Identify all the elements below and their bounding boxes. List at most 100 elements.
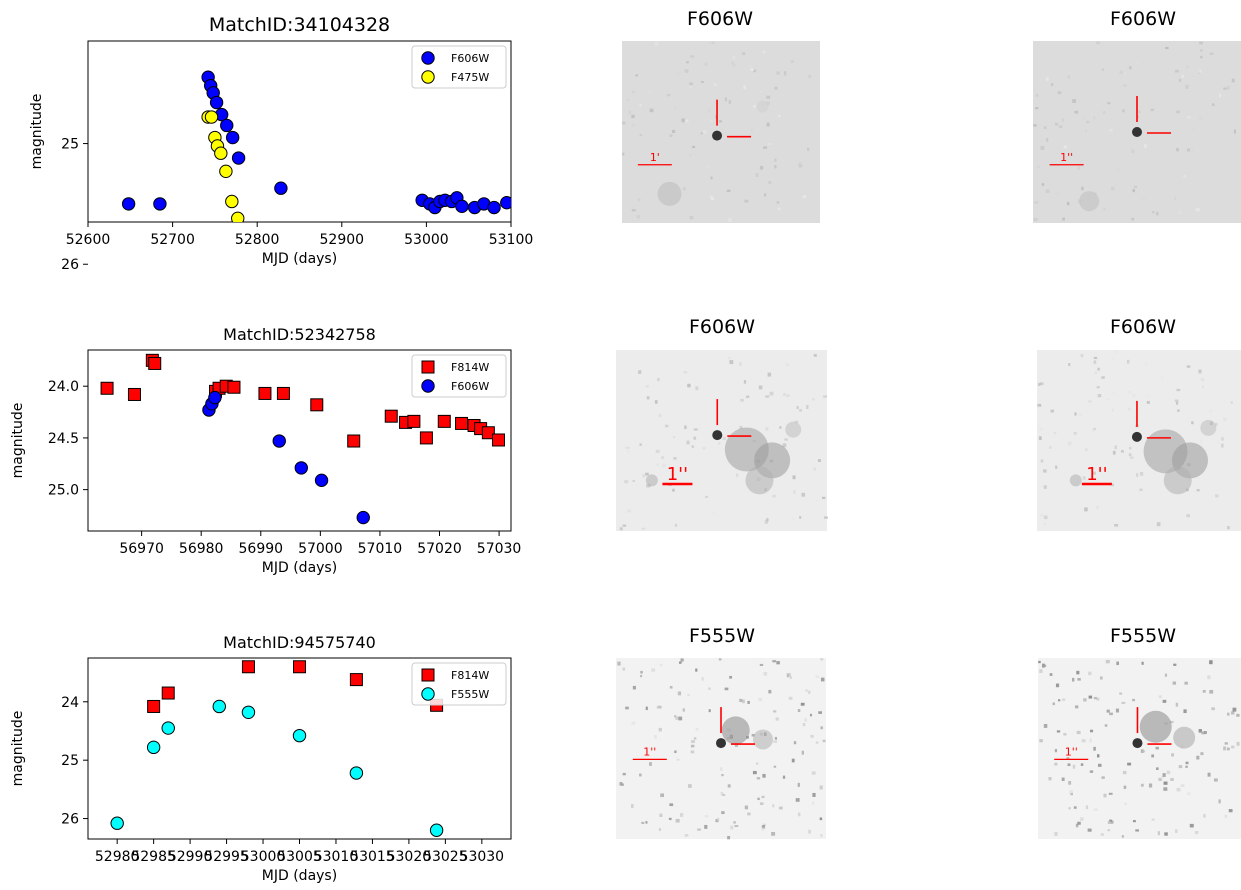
- noise-speck: [661, 456, 665, 459]
- noise-speck: [1073, 806, 1077, 809]
- noise-speck: [1096, 386, 1100, 389]
- noise-speck: [1093, 808, 1098, 811]
- noise-speck: [1232, 707, 1237, 712]
- noise-speck: [1186, 116, 1191, 119]
- noise-speck: [682, 708, 685, 712]
- data-point-f475w: [154, 260, 166, 272]
- x-tick-label: 56990: [239, 541, 284, 557]
- noise-speck: [632, 91, 636, 94]
- image-stamp-4: F606W 1'': [1037, 316, 1241, 531]
- noise-speck: [1221, 437, 1224, 441]
- noise-speck: [718, 442, 721, 445]
- noise-speck: [672, 129, 676, 133]
- noise-speck: [695, 386, 699, 391]
- noise-speck: [1109, 129, 1113, 132]
- noise-speck: [672, 488, 675, 492]
- noise-speck: [774, 165, 777, 169]
- noise-speck: [765, 427, 769, 431]
- noise-speck: [1109, 712, 1113, 716]
- data-point-f814w: [241, 660, 255, 674]
- noise-speck: [639, 134, 643, 137]
- noise-speck: [1132, 820, 1136, 823]
- image-stamp-3: F606W 1'': [616, 316, 828, 531]
- noise-speck: [709, 195, 713, 198]
- noise-speck: [815, 499, 819, 502]
- data-point-f555w: [161, 721, 175, 735]
- noise-speck: [1184, 681, 1188, 685]
- noise-speck: [1092, 427, 1095, 432]
- noise-speck: [1097, 763, 1102, 767]
- noise-speck: [1231, 745, 1235, 749]
- data-point-f555w: [212, 699, 226, 714]
- noise-speck: [1104, 724, 1108, 727]
- noise-speck: [651, 668, 656, 672]
- noise-speck: [631, 114, 635, 119]
- noise-speck: [1097, 754, 1100, 758]
- noise-speck: [1122, 84, 1127, 88]
- stamp-title: F606W: [1110, 8, 1176, 30]
- noise-speck: [790, 516, 795, 521]
- noise-speck: [1140, 471, 1144, 476]
- noise-speck: [1082, 476, 1086, 480]
- noise-speck: [1201, 385, 1204, 389]
- noise-speck: [658, 705, 662, 709]
- x-tick-label: 53005: [277, 849, 322, 865]
- noise-speck: [1185, 84, 1189, 89]
- noise-speck: [639, 104, 642, 107]
- noise-speck: [1121, 701, 1126, 704]
- stamp-background: [1038, 658, 1241, 839]
- noise-speck: [691, 740, 695, 743]
- noise-speck: [625, 706, 629, 710]
- noise-speck: [744, 199, 749, 203]
- x-tick-label: 52985: [131, 849, 176, 865]
- noise-speck: [1172, 681, 1177, 685]
- legend-label: F475W: [451, 71, 489, 84]
- noise-speck: [766, 518, 769, 522]
- noise-speck: [1114, 445, 1117, 450]
- noise-speck: [1101, 776, 1105, 779]
- data-point-f814w: [127, 387, 141, 401]
- chart-2: MatchID:52342758 56970 56980 56990 57000 5701…: [10, 325, 521, 576]
- noise-speck: [1215, 422, 1218, 426]
- noise-speck: [1103, 207, 1106, 211]
- data-point-f475w: [430, 266, 442, 278]
- x-tick-label: 57000: [298, 541, 343, 557]
- noise-speck: [767, 372, 772, 377]
- noise-speck: [761, 827, 764, 831]
- noise-speck: [720, 791, 724, 795]
- noise-speck: [676, 758, 680, 761]
- noise-speck: [815, 741, 819, 744]
- noise-speck: [716, 817, 720, 821]
- noise-speck: [1155, 746, 1159, 750]
- legend-label: F814W: [451, 361, 489, 374]
- x-tick-label: 52900: [320, 232, 365, 248]
- noise-speck: [674, 105, 677, 110]
- noise-speck: [1039, 739, 1043, 743]
- y-tick-label: 25: [61, 753, 79, 769]
- noise-speck: [813, 353, 817, 357]
- noise-speck: [1129, 66, 1132, 70]
- noise-speck: [1112, 392, 1115, 395]
- noise-speck: [1207, 772, 1211, 777]
- source-blob: [712, 130, 723, 141]
- noise-speck: [1196, 489, 1200, 492]
- noise-speck: [1231, 711, 1235, 715]
- noise-speck: [1208, 409, 1213, 413]
- noise-speck: [1199, 117, 1203, 120]
- noise-speck: [645, 385, 649, 388]
- noise-speck: [1217, 439, 1220, 444]
- noise-speck: [736, 473, 739, 477]
- noise-speck: [1223, 87, 1227, 90]
- noise-speck: [763, 146, 768, 149]
- noise-speck: [710, 176, 713, 180]
- noise-speck: [1035, 93, 1039, 97]
- data-point-f606w: [208, 390, 222, 405]
- noise-speck: [790, 60, 794, 64]
- y-tick-label: 24: [61, 695, 79, 711]
- noise-speck: [743, 380, 747, 384]
- noise-speck: [1224, 814, 1228, 818]
- noise-speck: [1080, 354, 1084, 358]
- noise-speck: [641, 527, 646, 530]
- scale-bar-label: 1'': [1086, 464, 1107, 485]
- noise-speck: [1231, 78, 1235, 83]
